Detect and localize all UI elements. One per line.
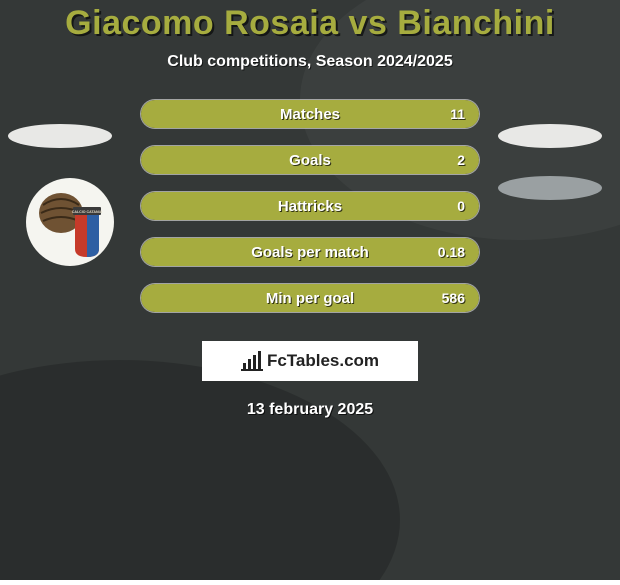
- stat-bar-value: 0.18: [438, 238, 465, 266]
- content: Giacomo Rosaia vs Bianchini Club competi…: [0, 0, 620, 580]
- subtitle: Club competitions, Season 2024/2025: [167, 53, 452, 71]
- stat-bar: Matches11: [140, 99, 480, 129]
- stats-container: Matches11 Goals2 Hattricks0 Goals per match…: [140, 99, 480, 313]
- stat-bar-label: Goals per match: [141, 238, 479, 266]
- stat-bar: Goals per match0.18: [140, 237, 480, 267]
- date-text: 13 february 2025: [247, 401, 373, 419]
- stat-bar-label: Hattricks: [141, 192, 479, 220]
- stat-bar: Goals2: [140, 145, 480, 175]
- stat-bar: Min per goal586: [140, 283, 480, 313]
- stat-bar-label: Min per goal: [141, 284, 479, 312]
- stat-bar-label: Goals: [141, 146, 479, 174]
- stat-bar-value: 2: [457, 146, 465, 174]
- stat-bar-label: Matches: [141, 100, 479, 128]
- stat-bar: Hattricks0: [140, 191, 480, 221]
- brand-text: FcTables.com: [267, 351, 379, 371]
- brand-badge: FcTables.com: [202, 341, 418, 381]
- stat-bar-value: 11: [450, 100, 465, 128]
- stat-bar-value: 0: [457, 192, 465, 220]
- brand-chart-icon: [241, 351, 263, 371]
- page-title: Giacomo Rosaia vs Bianchini: [65, 4, 555, 43]
- stat-bar-value: 586: [442, 284, 465, 312]
